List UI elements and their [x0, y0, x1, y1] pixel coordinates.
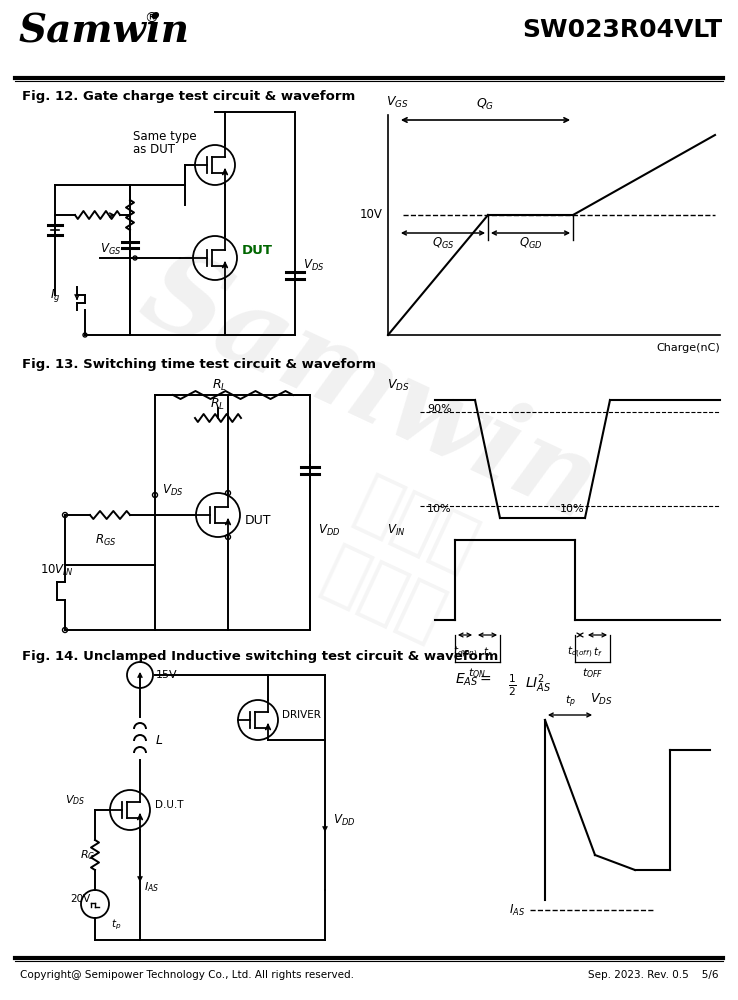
Text: 信利保
保利信: 信利保 保利信 — [313, 468, 487, 652]
Text: SW023R04VLT: SW023R04VLT — [522, 18, 722, 42]
Text: $I_{AS}$: $I_{AS}$ — [144, 880, 159, 894]
Text: Charge(nC): Charge(nC) — [656, 343, 720, 353]
Text: $Q_{GD}$: $Q_{GD}$ — [519, 236, 542, 251]
Text: Same type: Same type — [133, 130, 196, 143]
Text: as DUT: as DUT — [133, 143, 175, 156]
Text: Sep. 2023. Rev. 0.5    5/6: Sep. 2023. Rev. 0.5 5/6 — [587, 970, 718, 980]
Text: Fig. 12. Gate charge test circuit & waveform: Fig. 12. Gate charge test circuit & wave… — [22, 90, 355, 103]
Text: $V_{DS}$: $V_{DS}$ — [387, 378, 410, 393]
Text: 15V: 15V — [156, 670, 178, 680]
Text: $L I_{AS}^2$: $L I_{AS}^2$ — [525, 672, 551, 695]
Text: DUT: DUT — [242, 243, 273, 256]
Text: $L$: $L$ — [155, 734, 163, 746]
Text: $\frac{1}{2}$: $\frac{1}{2}$ — [508, 672, 517, 698]
Text: Fig. 13. Switching time test circuit & waveform: Fig. 13. Switching time test circuit & w… — [22, 358, 376, 371]
Text: $t_p$: $t_p$ — [111, 918, 121, 932]
Text: $t_{ON}$: $t_{ON}$ — [469, 666, 486, 680]
Text: $R_G$: $R_G$ — [80, 848, 95, 862]
Text: 10%: 10% — [560, 504, 584, 514]
Text: $I_{AS}$: $I_{AS}$ — [509, 902, 525, 918]
Text: $t_{d(off)}$: $t_{d(off)}$ — [568, 645, 593, 660]
Text: Samwin: Samwin — [18, 12, 189, 50]
Text: $V_{DD}$: $V_{DD}$ — [318, 522, 340, 538]
Text: $t_r$: $t_r$ — [483, 645, 492, 659]
Text: $E_{AS} =$: $E_{AS} =$ — [455, 672, 492, 688]
Text: $R_{GS}$: $R_{GS}$ — [95, 532, 117, 548]
Text: 90%: 90% — [427, 404, 452, 414]
Text: $V_{GS}$: $V_{GS}$ — [386, 95, 409, 110]
Text: Samwin: Samwin — [126, 238, 614, 542]
Text: $t_f$: $t_f$ — [593, 645, 602, 659]
Text: Fig. 14. Unclamped Inductive switching test circuit & waveform: Fig. 14. Unclamped Inductive switching t… — [22, 650, 498, 663]
Text: 10V: 10V — [360, 209, 383, 222]
Text: $V_{GS}$: $V_{GS}$ — [100, 241, 121, 257]
Text: $V_{DS}$: $V_{DS}$ — [162, 482, 183, 498]
Text: $t_{d(on)}$: $t_{d(on)}$ — [452, 645, 477, 660]
Text: $R_L$: $R_L$ — [213, 378, 227, 393]
Text: 20V: 20V — [70, 894, 90, 904]
Text: $V_{DS}$: $V_{DS}$ — [65, 793, 86, 807]
Text: $V_{DS}$: $V_{DS}$ — [590, 692, 613, 707]
Text: $V_{IN}$: $V_{IN}$ — [387, 523, 405, 538]
Text: ®: ® — [144, 12, 158, 26]
Text: $10V_{IN}$: $10V_{IN}$ — [40, 562, 73, 578]
Text: $Q_{GS}$: $Q_{GS}$ — [432, 236, 455, 251]
Text: $V_{DD}$: $V_{DD}$ — [333, 812, 355, 828]
Text: $Q_G$: $Q_G$ — [477, 97, 494, 112]
Text: DRIVER: DRIVER — [282, 710, 321, 720]
Text: $t_p$: $t_p$ — [565, 694, 576, 710]
Text: $V_{DS}$: $V_{DS}$ — [303, 257, 324, 273]
Text: $I_g$: $I_g$ — [49, 288, 60, 304]
Text: $R_L$: $R_L$ — [210, 397, 226, 412]
Text: $t_{OFF}$: $t_{OFF}$ — [582, 666, 603, 680]
Text: DUT: DUT — [245, 514, 272, 526]
Text: Copyright@ Semipower Technology Co., Ltd. All rights reserved.: Copyright@ Semipower Technology Co., Ltd… — [20, 970, 354, 980]
Text: D.U.T: D.U.T — [155, 800, 184, 810]
Text: 10%: 10% — [427, 504, 452, 514]
